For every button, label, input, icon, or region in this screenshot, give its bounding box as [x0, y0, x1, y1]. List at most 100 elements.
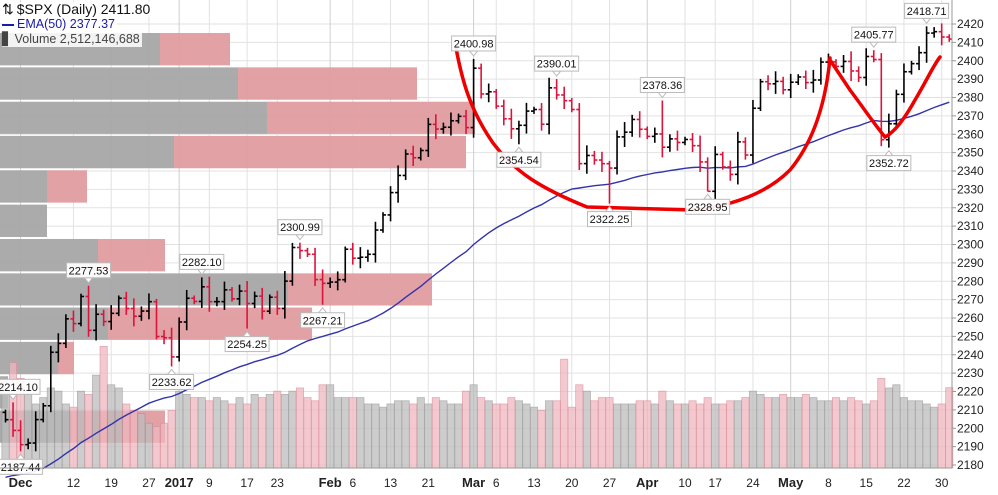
- x-tick-label: 27: [603, 476, 617, 490]
- ohlc-bar: [757, 78, 764, 112]
- volume-bar: [847, 397, 856, 469]
- ohlc-bar: [176, 317, 183, 362]
- handle-curve: [828, 55, 942, 140]
- vbp-down-bar: [174, 135, 466, 169]
- volume-bar: [522, 403, 531, 469]
- ohlc-bar: [802, 70, 809, 89]
- volume-bar: [628, 403, 637, 469]
- volume-bar: [129, 409, 138, 469]
- volume-bar: [756, 393, 765, 469]
- ohlc-bar: [100, 309, 107, 327]
- ema-line-group: [5, 101, 950, 478]
- volume-bar: [243, 403, 252, 469]
- x-tick-label: Apr: [636, 475, 658, 490]
- annotation-pointer: [551, 70, 562, 77]
- annotation-box: [277, 219, 323, 236]
- ohlc-bar: [191, 295, 198, 305]
- ohlc-bar: [727, 160, 734, 181]
- ohlc-bar: [870, 50, 877, 63]
- volume-bar: [779, 393, 788, 469]
- volume-bar: [439, 400, 448, 469]
- ohlc-bar: [440, 122, 447, 134]
- volume-bar: [24, 393, 33, 469]
- volume-bar: [839, 400, 848, 469]
- ohlc-bar: [651, 127, 658, 143]
- ohlc-bar: [259, 287, 266, 320]
- x-tick-label: 6: [493, 476, 500, 490]
- annotation-label: 2405.77: [854, 30, 894, 42]
- volume-bar: [152, 425, 161, 469]
- y-tick-label: 2180: [957, 458, 984, 472]
- ohlc-bar: [893, 89, 900, 129]
- volume-bar: [235, 397, 244, 469]
- volume-bar: [160, 422, 169, 469]
- ohlc-bar: [470, 58, 477, 138]
- ohlc-bar: [281, 271, 288, 319]
- ohlc-bar: [916, 46, 923, 71]
- annotation-label: 2322.25: [590, 214, 630, 226]
- volume-bar: [227, 403, 236, 469]
- annotation-pointer: [294, 234, 305, 241]
- ohlc-bar: [772, 71, 779, 94]
- annotation-box: [149, 373, 195, 390]
- legend-volume-text: Volume 2,512,146,688: [14, 32, 140, 46]
- y-tick-label: 2260: [957, 311, 984, 325]
- ohlc-bar: [447, 112, 454, 136]
- volume-bar: [220, 400, 229, 469]
- volume-bar: [469, 384, 478, 469]
- volume-bars: [1, 345, 954, 469]
- volume-bar: [582, 390, 591, 469]
- ohlc-bar: [923, 26, 930, 63]
- volume-bar: [726, 400, 735, 469]
- ohlc-bar: [153, 298, 160, 340]
- ohlc-bar: [531, 106, 537, 114]
- annotation-pointer: [702, 193, 713, 200]
- volume-bar: [431, 397, 440, 469]
- volume-bar: [477, 397, 486, 469]
- x-tick-label: 13: [384, 476, 398, 490]
- ohlc-bar: [780, 76, 787, 95]
- volume-bar: [899, 397, 908, 469]
- ohlc-bar: [236, 284, 243, 306]
- vbp-up-bar: [0, 101, 267, 134]
- ohlc-bar: [591, 150, 598, 165]
- x-tick-label: 9: [206, 476, 213, 490]
- legend-ema: EMA(50) 2377.37: [2, 17, 117, 32]
- ohlc-bar: [478, 63, 485, 99]
- ohlc-bar: [629, 114, 636, 137]
- volume-bar: [311, 400, 320, 469]
- y-tick-label: 2270: [957, 293, 984, 307]
- ohlc-bar: [289, 242, 296, 286]
- annotation-label: 2378.36: [642, 80, 682, 92]
- volume-bar: [794, 397, 803, 469]
- volume-bar: [567, 406, 576, 469]
- annotation-pointer: [921, 17, 932, 25]
- ohlc-bar: [251, 291, 258, 309]
- annotation-label: 2352.72: [869, 158, 909, 170]
- volume-bar: [764, 397, 773, 469]
- ohlc-bar: [900, 63, 907, 103]
- volume-bar: [394, 400, 403, 469]
- volume-bar: [884, 387, 893, 469]
- ohlc-bar: [10, 402, 17, 437]
- vbp-down-bar: [160, 33, 230, 66]
- volume-bar: [288, 390, 297, 469]
- annotation-label: 2300.99: [280, 222, 320, 234]
- x-tick-label: 17: [240, 476, 254, 490]
- x-tick-label: 24: [746, 476, 760, 490]
- legend-symbol: ⇅ $SPX (Daily) 2411.80: [2, 2, 153, 17]
- y-tick-label: 2340: [957, 164, 984, 178]
- price-annotation-low: 2267.21: [300, 306, 346, 329]
- annotation-label: 2400.98: [454, 38, 494, 50]
- y-tick-label: 2320: [957, 201, 984, 215]
- ohlc-bar: [432, 114, 439, 140]
- ohlc-bar: [387, 186, 394, 222]
- volume-bar: [333, 397, 342, 469]
- ohlc-bar: [583, 145, 590, 174]
- annotation-pointer: [513, 146, 524, 153]
- ohlc-bar: [576, 103, 583, 171]
- volume-bar: [371, 403, 380, 469]
- volume-bar: [560, 358, 569, 469]
- y-tick-label: 2360: [957, 127, 984, 141]
